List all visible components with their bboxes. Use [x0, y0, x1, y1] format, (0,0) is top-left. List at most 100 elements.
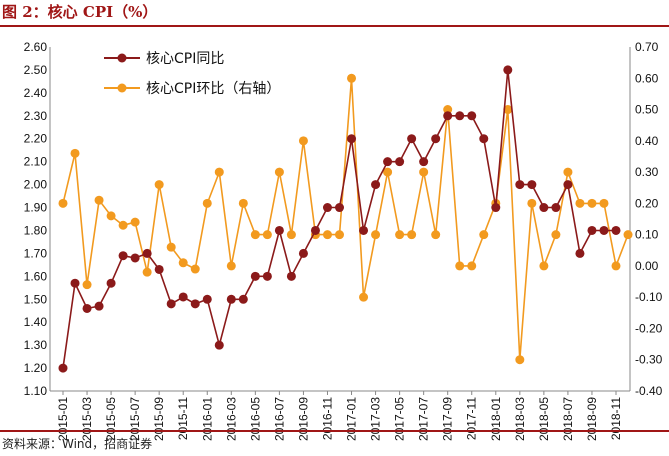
- mom-point: [563, 167, 573, 177]
- mom-point: [335, 230, 344, 240]
- yoy-point: [431, 134, 441, 144]
- x-tick-label: 2015-03: [80, 397, 94, 441]
- yoy-point: [359, 225, 369, 235]
- x-tick-label: 2016-11: [320, 397, 334, 440]
- mom-path: [62, 77, 629, 361]
- yoy-point: [551, 203, 561, 213]
- yoy-point: [130, 253, 140, 263]
- chart-title: 图 2：核心 CPI（%）: [2, 3, 158, 21]
- axes: 1.10 1.20 1.30 1.40 1.50 1.60 1.70 1.80 1.90 2.00…: [24, 40, 663, 441]
- yoy-point: [419, 157, 429, 167]
- yoy-point: [310, 225, 320, 235]
- mom-point: [419, 167, 429, 177]
- left-tick-label: 1.40: [24, 315, 48, 329]
- yoy-point: [575, 248, 585, 258]
- series-mom-line: [58, 73, 633, 365]
- yoy-point: [298, 248, 308, 258]
- yoy-point: [383, 157, 393, 167]
- mom-point: [262, 230, 272, 240]
- x-tick-label: 2018-11: [609, 397, 623, 440]
- legend-yoy-marker: [117, 53, 127, 63]
- mom-point: [82, 280, 92, 290]
- right-tick-label: -0.20: [635, 321, 663, 335]
- mom-point: [479, 230, 489, 240]
- yoy-point: [443, 111, 453, 121]
- mom-point: [611, 261, 621, 271]
- yoy-point: [106, 278, 116, 288]
- mom-point: [575, 198, 585, 208]
- yoy-point: [527, 180, 537, 190]
- yoy-point: [407, 134, 417, 144]
- left-tick-label: 2.00: [24, 178, 48, 192]
- yoy-point: [118, 251, 128, 261]
- x-tick-label: 2016-01: [200, 397, 214, 441]
- mom-point: [58, 198, 68, 208]
- yoy-point: [611, 225, 621, 235]
- right-tick-label: -0.40: [635, 384, 663, 398]
- x-tick-label: 2017-09: [441, 397, 455, 441]
- yoy-point: [491, 203, 501, 213]
- right-tick-label: 0.00: [635, 259, 659, 273]
- yoy-point: [82, 303, 92, 313]
- mom-point: [599, 198, 609, 208]
- mom-point: [250, 230, 260, 240]
- mom-point: [467, 261, 477, 271]
- left-tick-label: 2.50: [24, 63, 48, 77]
- yoy-point: [166, 299, 176, 309]
- left-tick-label: 2.10: [24, 155, 48, 169]
- yoy-point: [539, 203, 549, 213]
- mom-point: [383, 167, 393, 177]
- mom-point: [298, 136, 308, 146]
- x-tick-label: 2018-05: [537, 397, 551, 441]
- right-tick-label: 0.70: [635, 40, 659, 54]
- yoy-point: [226, 294, 236, 304]
- legend-mom-label: 核心CPI环比（右轴）: [146, 81, 280, 97]
- mom-point: [407, 230, 417, 240]
- mom-point: [455, 261, 465, 271]
- right-tick-label: 0.60: [635, 71, 659, 85]
- x-tick-label: 2018-09: [585, 397, 599, 441]
- yoy-point: [202, 294, 212, 304]
- left-tick-label: 1.60: [24, 269, 48, 283]
- left-tick-label: 1.20: [24, 361, 48, 375]
- yoy-point: [467, 111, 477, 121]
- left-tick-label: 2.60: [24, 40, 48, 54]
- yoy-point: [178, 292, 188, 302]
- left-tick-label: 1.30: [24, 338, 48, 352]
- left-tick-label: 2.30: [24, 109, 48, 123]
- x-tick-label: 2018-03: [513, 397, 527, 441]
- mom-point: [214, 167, 224, 177]
- x-tick-label: 2017-11: [465, 397, 479, 440]
- yoy-point: [286, 271, 296, 281]
- yoy-point: [154, 264, 164, 274]
- mom-point: [286, 230, 296, 240]
- left-tick-label: 2.40: [24, 86, 48, 100]
- mom-point: [503, 105, 513, 115]
- yoy-point: [238, 294, 248, 304]
- x-tick-label: 2016-07: [272, 397, 286, 441]
- right-tick-label: 0.50: [635, 103, 659, 117]
- yoy-point: [455, 111, 465, 121]
- yoy-point: [142, 248, 152, 258]
- x-tick-label: 2015-09: [152, 397, 166, 441]
- title-divider: [0, 25, 669, 27]
- source-note: 资料来源：Wind，招商证券: [2, 437, 153, 451]
- left-tick-label: 1.70: [24, 246, 48, 260]
- yoy-point: [274, 225, 284, 235]
- mom-point: [551, 230, 561, 240]
- mom-point: [371, 230, 381, 240]
- yoy-point: [335, 203, 344, 213]
- mom-point: [431, 230, 441, 240]
- left-tick-label: 1.10: [24, 384, 48, 398]
- yoy-point: [262, 271, 272, 281]
- mom-point: [178, 258, 188, 268]
- mom-point: [202, 198, 212, 208]
- yoy-point: [479, 134, 489, 144]
- yoy-point: [322, 203, 332, 213]
- left-tick-label: 2.20: [24, 132, 48, 146]
- mom-point: [539, 261, 549, 271]
- mom-point: [623, 230, 633, 240]
- series-yoy-line: [58, 65, 621, 373]
- mom-point: [274, 167, 284, 177]
- mom-point: [359, 292, 369, 302]
